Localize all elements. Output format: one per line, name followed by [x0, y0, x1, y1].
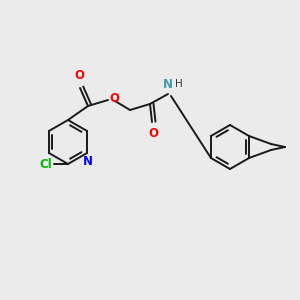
Text: N: N [163, 78, 173, 91]
Text: O: O [74, 69, 84, 82]
Text: H: H [175, 79, 183, 89]
Text: O: O [148, 127, 158, 140]
Text: N: N [83, 155, 93, 168]
Text: O: O [109, 92, 119, 106]
Text: Cl: Cl [39, 158, 52, 170]
